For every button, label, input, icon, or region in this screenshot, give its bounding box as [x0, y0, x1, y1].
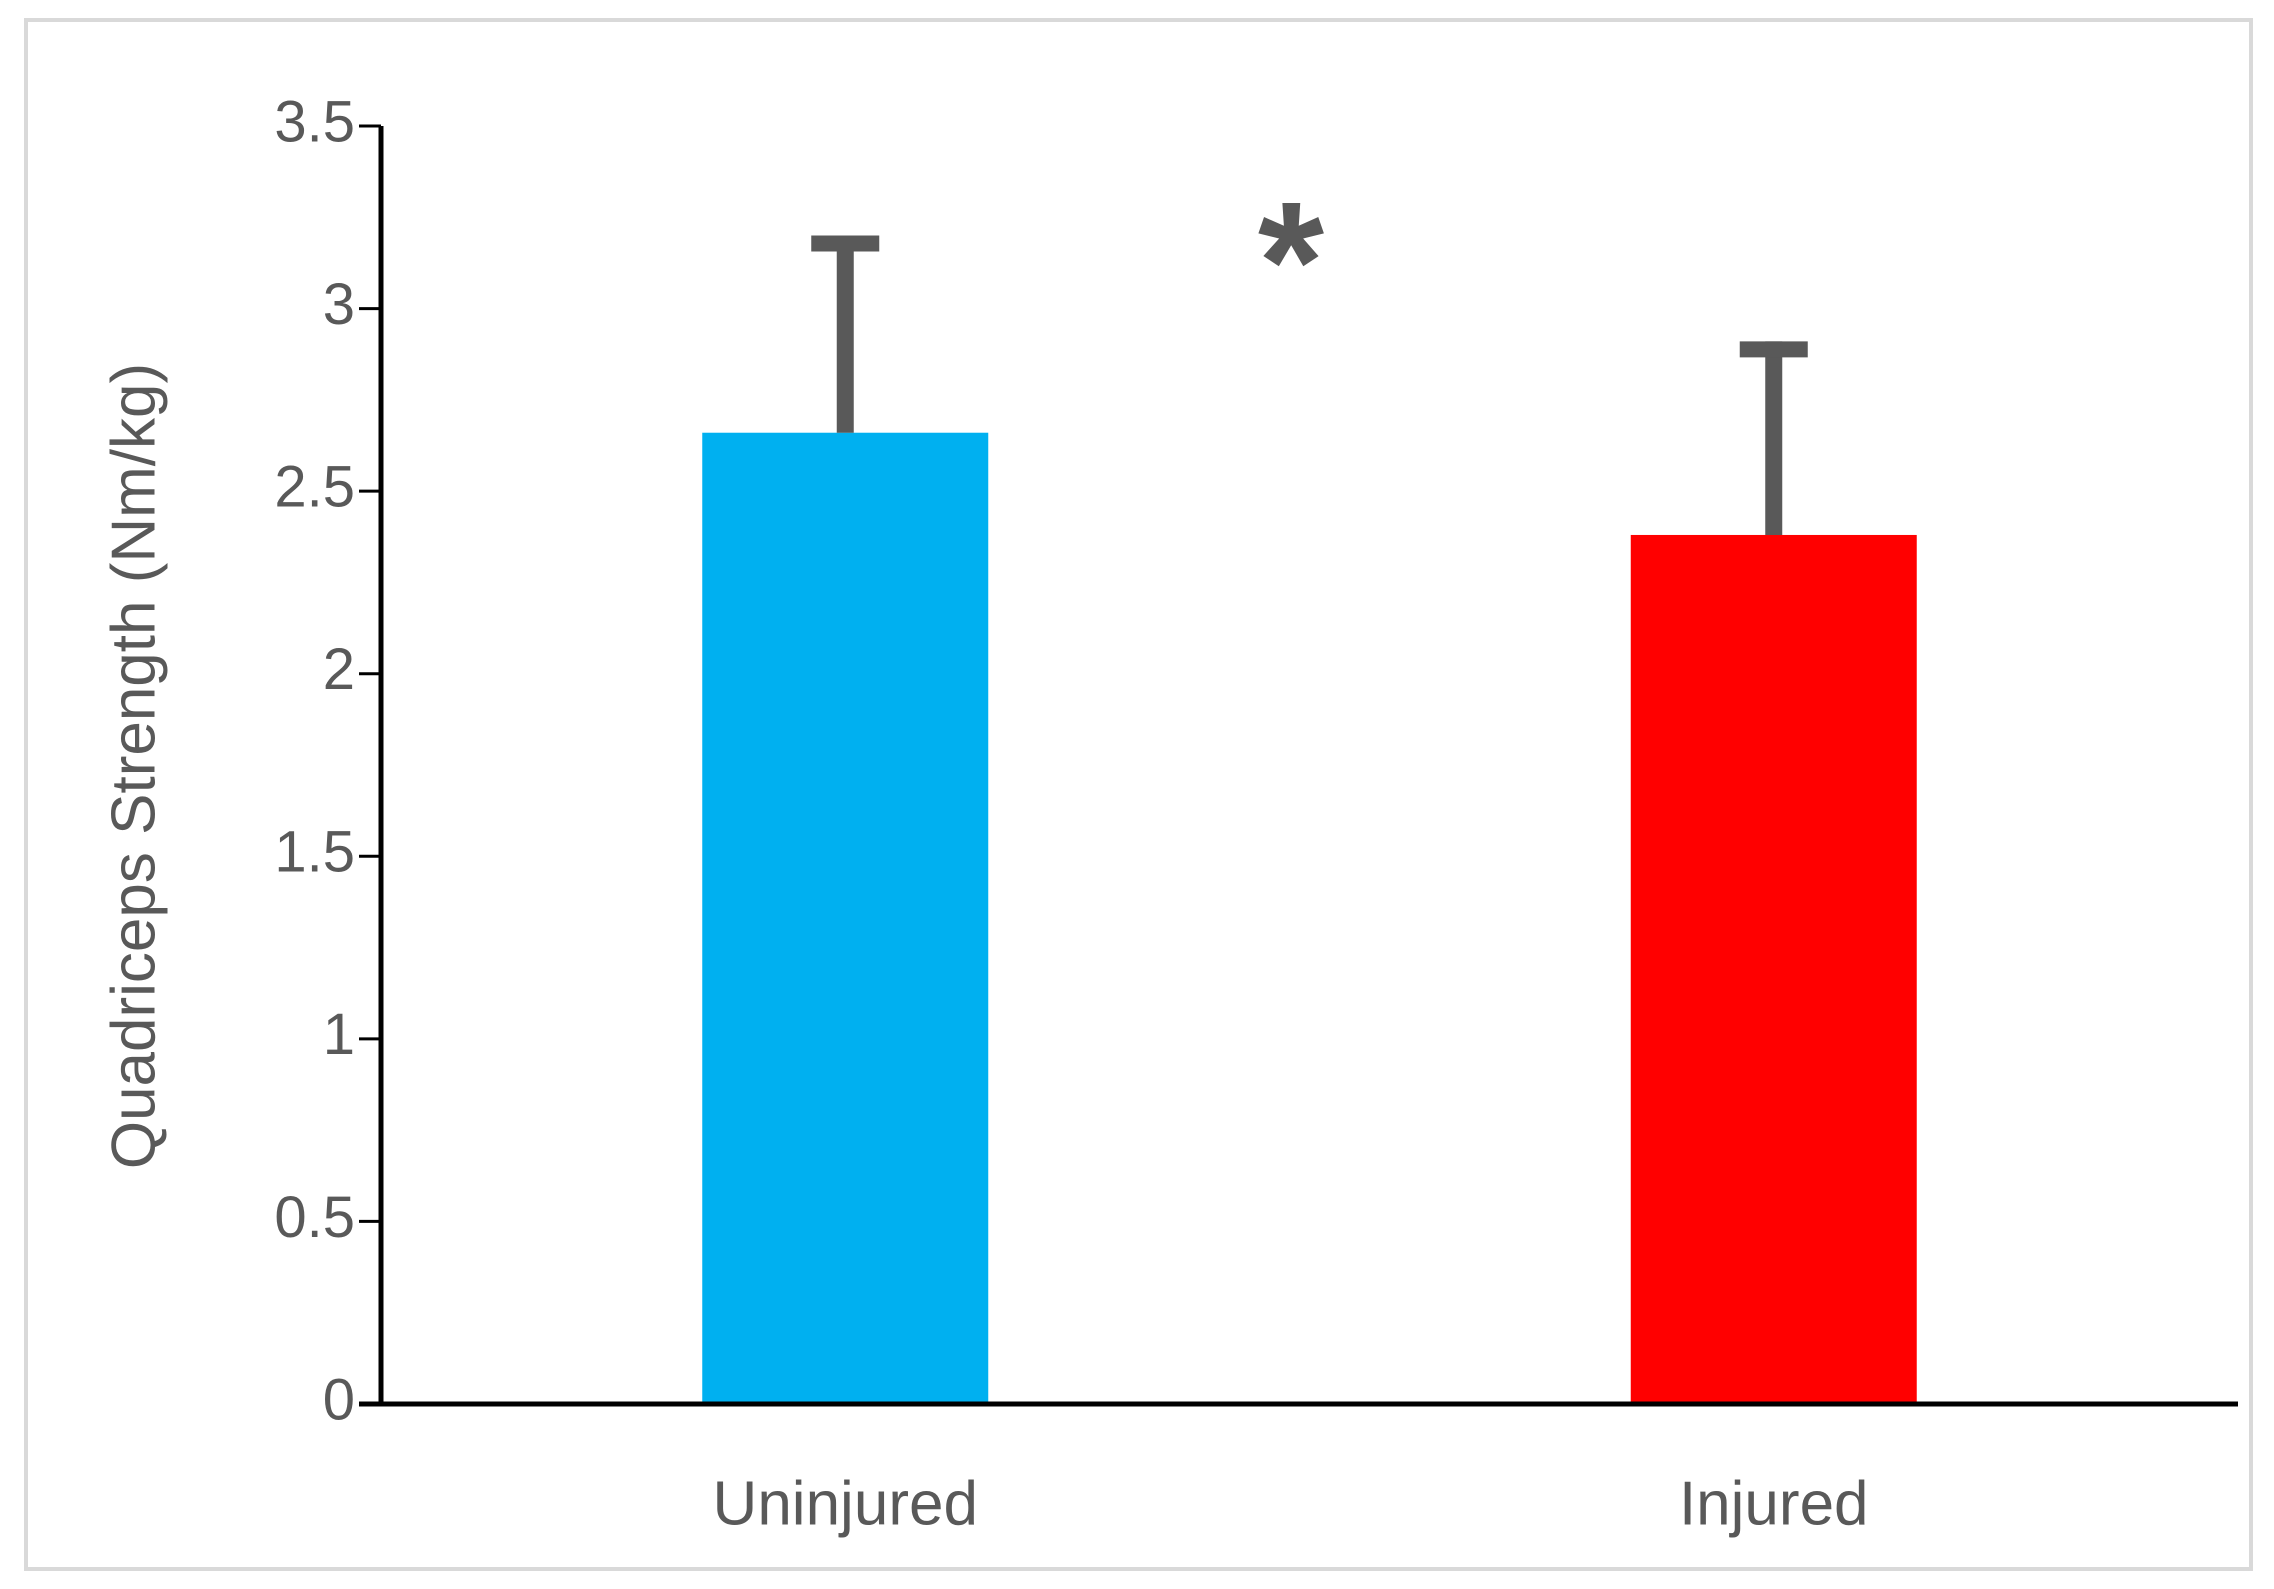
y-tick-label: 3.5 [274, 89, 355, 154]
y-tick-label: 1.5 [274, 820, 355, 885]
bar [702, 432, 989, 1405]
y-tick-label: 0.5 [274, 1185, 355, 1250]
y-tick-label: 1 [323, 1002, 355, 1067]
y-tick-label: 3 [323, 272, 355, 337]
bar [1630, 534, 1917, 1404]
chart-border [24, 18, 2253, 1571]
annotation: * [1258, 167, 1324, 357]
x-tick-label: Uninjured [713, 1469, 978, 1538]
y-tick-label: 0 [323, 1367, 355, 1432]
y-axis-label: Quadriceps Strength (Nm/kg) [99, 363, 168, 1169]
y-tick-label: 2 [323, 637, 355, 702]
x-tick-label: Injured [1679, 1469, 1869, 1538]
y-tick-label: 2.5 [274, 454, 355, 519]
